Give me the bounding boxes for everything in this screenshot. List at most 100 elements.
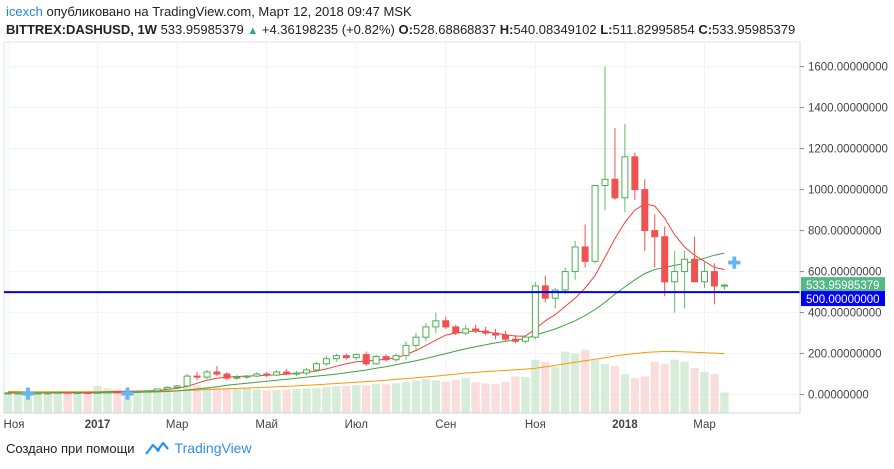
time-tick-label: 2017 [85, 419, 111, 431]
candle-body [123, 391, 131, 394]
price-tick-label: 1000.00000000 [808, 185, 888, 197]
candle-body [472, 328, 480, 332]
candle-body [382, 356, 390, 361]
candlesticks: ✚ ✚ ✚ [4, 66, 741, 404]
last-price: 533.95985379 [160, 22, 244, 37]
volume-bar [163, 390, 172, 413]
candle-body [203, 371, 211, 378]
volume-bar [381, 384, 391, 413]
candle-body [362, 354, 370, 365]
high-value: 540.08349102 [513, 22, 597, 37]
time-tick-label: Май [255, 419, 278, 431]
candle-body [521, 336, 529, 342]
volume-bar [73, 391, 82, 413]
volume-bar [451, 380, 460, 413]
volume-bar [153, 390, 162, 413]
candle-body [322, 358, 330, 365]
volume-bar [33, 392, 43, 413]
price-tick-label: 1600.00000000 [808, 62, 888, 74]
candle-body [661, 236, 669, 283]
volume-bar [192, 385, 202, 413]
low-label: L: [600, 22, 613, 37]
candle-body [372, 356, 380, 365]
candle-body [263, 373, 271, 376]
candle-body [651, 230, 659, 238]
volume-bar [690, 367, 699, 413]
price-tick-label: 400.00000000 [808, 308, 882, 320]
grid [3, 41, 801, 414]
volume-bar [580, 349, 590, 413]
candle-body [342, 355, 350, 359]
volume-bar [710, 374, 719, 413]
time-tick-label: Сен [435, 419, 456, 431]
candle-body [720, 284, 728, 287]
volume-bar [650, 361, 659, 413]
candle-body [701, 271, 708, 283]
volume-bar [342, 385, 351, 413]
volume-bar [43, 392, 52, 413]
volume-bar [133, 391, 142, 413]
candle-body [84, 392, 92, 395]
volume-bar [431, 380, 441, 413]
candle-body [94, 391, 102, 394]
volume-bar [461, 378, 470, 413]
level-price-tag [801, 291, 885, 307]
volume-bar [262, 390, 271, 413]
high-label: H: [499, 22, 514, 37]
volume-bar [371, 383, 381, 413]
volume-bar [182, 386, 192, 413]
close-value: 533.95985379 [712, 22, 796, 37]
time-tick-label: Ноя [4, 419, 25, 431]
candle-body [502, 334, 509, 340]
author-name[interactable]: icexch [6, 4, 43, 19]
volume-bar [600, 363, 610, 413]
volume-bar [700, 372, 709, 413]
candle-body [511, 338, 519, 342]
time-tick-label: Ноя [525, 419, 546, 431]
candle-body [402, 344, 410, 357]
candle-body [631, 156, 639, 191]
volume-bar [143, 392, 152, 413]
candle-body [213, 371, 221, 375]
volume-bar [83, 390, 92, 413]
candle-body [462, 328, 470, 334]
volume-bar [292, 388, 301, 413]
volume-bar [720, 392, 729, 413]
candle-body [392, 355, 400, 361]
tradingview-brand-link[interactable]: TradingView [174, 440, 252, 456]
volume-bar [411, 380, 421, 413]
volume-bar [302, 388, 311, 413]
time-tick-label: 2018 [612, 419, 638, 431]
volume-bar [391, 383, 401, 413]
candle-body [710, 271, 718, 287]
price-tick-label: 600.00000000 [808, 267, 882, 279]
time-tick-label: Июл [345, 419, 368, 431]
volume-bar [212, 387, 222, 413]
price-tick-label: 1400.00000000 [808, 103, 888, 115]
volume-bar [401, 382, 411, 413]
volume-bar [541, 361, 550, 413]
publish-info: icexch опубликовано на TradingView.com, … [6, 4, 412, 19]
candle-body [492, 332, 500, 336]
volume-bar [53, 392, 62, 413]
volume-bar [332, 386, 341, 413]
candle-body [133, 390, 141, 393]
time-axis: Ноя 2017 Мар Май Июл Сен Ноя 2018 Мар [4, 412, 800, 431]
candle-body [432, 320, 440, 328]
plus-marker-icon: ✚ [728, 255, 741, 272]
ohlc-legend: BITTREX:DASHUSD, 1W 533.95985379 ▲ +4.36… [6, 22, 795, 37]
candle-body [601, 178, 609, 186]
candle-body [283, 371, 291, 375]
publish-text: опубликовано на TradingView.com, Март 12… [46, 4, 412, 19]
volume-bar [570, 353, 580, 413]
close-label: C: [698, 22, 713, 37]
candle-body [482, 330, 490, 334]
volume-bar [531, 359, 540, 413]
volume-bar [501, 381, 510, 413]
volume-bar [620, 374, 630, 413]
price-chart[interactable]: ✚ ✚ ✚ 1600.00000000 1400.00000000 1200.00000… [0, 0, 894, 440]
open-value: 528.68868837 [412, 22, 497, 37]
candle-body [273, 371, 281, 376]
candle-body [641, 189, 649, 232]
candle-body [293, 372, 301, 375]
